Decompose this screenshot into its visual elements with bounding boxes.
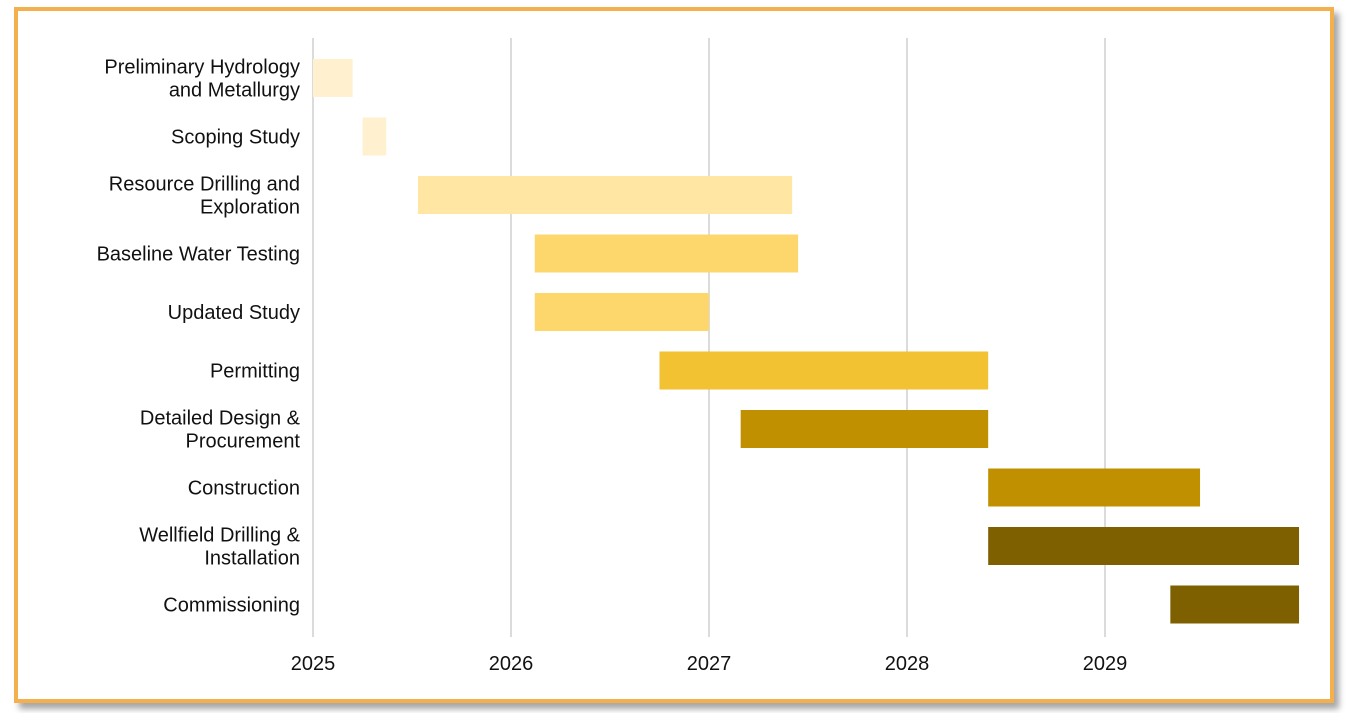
task-label: Preliminary Hydrology [104,57,300,79]
task-label: Permitting [210,361,300,383]
gantt-bar [740,410,989,448]
task-label: Construction [188,478,300,500]
task-label: Wellfield Drilling & [139,525,300,547]
task-label: Commissioning [163,595,300,617]
task-label: Resource Drilling and [109,174,300,196]
gantt-bar [659,351,989,390]
gantt-bar [534,234,799,273]
bar-layer [313,59,1300,624]
x-tick-label: 2027 [687,653,732,675]
x-tick-label: 2026 [489,653,534,675]
x-tick-layer: 2025 2026 2027 2028 2029 [291,653,1128,675]
gantt-bar [534,293,709,331]
grid-layer [312,38,1106,637]
task-label: and Metallurgy [169,80,300,102]
gantt-bar [362,117,387,156]
x-tick-label: 2029 [1083,653,1128,675]
task-label: Exploration [200,197,300,219]
x-tick-label: 2025 [291,653,336,675]
gantt-bar [417,176,793,214]
gantt-bar [988,468,1201,507]
task-label: Procurement [186,431,301,453]
gantt-bar [313,59,353,97]
task-label: Detailed Design & [140,408,301,430]
x-tick-label: 2028 [885,653,930,675]
gantt-bar [1170,585,1300,624]
task-label: Scoping Study [171,127,300,149]
gantt-bar [988,527,1300,565]
task-label: Baseline Water Testing [97,244,300,266]
task-label: Installation [204,548,300,570]
task-label: Updated Study [168,302,300,324]
